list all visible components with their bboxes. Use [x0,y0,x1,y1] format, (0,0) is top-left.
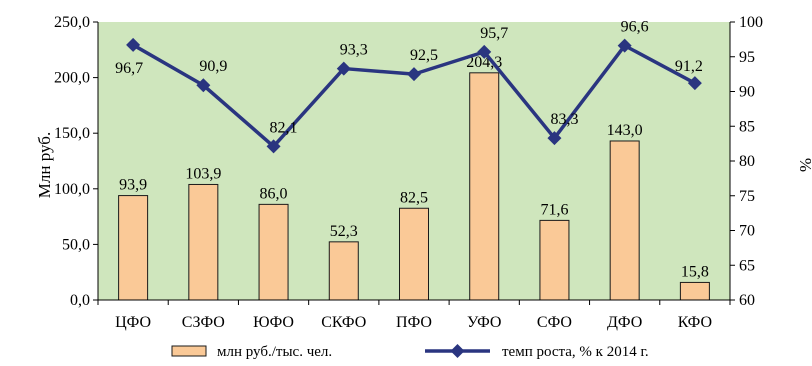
y-tick-label: 150,0 [54,125,90,142]
bar [609,140,640,301]
line-data-label: 96,7 [115,60,143,77]
y-tick-label: 200,0 [54,70,90,87]
x-tick-label: СКФО [321,314,366,331]
bar-data-label: 143,0 [607,122,643,139]
y-axis-title: Млн руб. [35,132,54,198]
bar-series [118,72,710,301]
line-data-label: 82,1 [270,119,298,136]
bar-data-label: 52,3 [330,223,358,240]
bar [328,241,359,301]
x-tick-label: ПФО [396,314,432,331]
x-tick-label: ЦФО [115,314,151,331]
line-marker [617,38,632,53]
bar-data-labels: 93,9 103,9 86,0 52,3 82,5 204,3 71,6 143,0 15,8 [119,54,709,281]
line-data-label: 95,7 [480,25,508,42]
line-data-label: 96,6 [621,19,649,36]
y-tick-label: 250,0 [54,14,90,31]
y2-tick-label: 60 [739,292,755,309]
bar [258,203,289,301]
line-data-label: 93,3 [340,42,368,59]
y2-tick-label: 80 [739,153,755,170]
y2-tick-label: 90 [739,84,755,101]
y2-tick-label: 100 [739,14,763,31]
y-tick-label: 50,0 [62,236,90,253]
y2-tick-label: 65 [739,257,755,274]
bar-data-label: 82,5 [400,189,428,206]
bar [469,72,500,301]
line-series [126,37,702,154]
y2-axis-ticks: 60 65 70 75 80 85 90 95 100 [730,14,763,309]
y-tick-label: 100,0 [54,181,90,198]
y-tick-label: 0,0 [70,292,90,309]
line-marker [196,78,211,93]
x-tick-label: УФО [467,314,502,331]
bar [399,207,429,301]
line-marker [126,37,141,52]
line-data-label: 90,9 [199,58,227,75]
line-data-label: 92,5 [410,47,438,64]
line-marker [407,67,421,82]
x-axis-ticks: ЦФО СЗФО ЮФО СКФО ПФО УФО СФО ДФО КФО [97,300,731,331]
legend-label-bars: млн руб./тыс. чел. [217,344,332,360]
line-marker [547,131,562,146]
line-data-label: 83,3 [550,111,578,128]
line-marker [336,61,351,76]
bar-data-label: 204,3 [466,54,502,71]
x-tick-label: СЗФО [182,314,225,331]
bar [188,183,219,301]
x-tick-label: ДФО [607,314,642,331]
y2-axis-title: % [796,158,812,172]
x-tick-label: СФО [537,314,572,331]
line-marker [266,139,281,154]
legend: млн руб./тыс. чел. темп роста, % к 2014 г… [171,344,649,360]
line-data-label: 91,2 [675,58,703,75]
line-marker [687,76,702,91]
bar [679,281,710,301]
x-tick-label: ЮФО [253,314,294,331]
legend-swatch-marker [450,344,465,358]
y-axis-ticks: 0,0 50,0 100,0 150,0 200,0 250,0 [54,14,98,309]
bar-data-label: 15,8 [681,263,709,280]
legend-swatch-bars [171,345,207,357]
y2-tick-label: 95 [739,49,755,66]
bar-data-label: 71,6 [540,201,568,218]
bar [118,195,149,301]
line-data-labels: 96,7 90,9 82,1 93,3 92,5 95,7 83,3 96,6 91,2 [115,19,703,137]
legend-label-line: темп роста, % к 2014 г. [502,344,649,360]
bar [539,219,570,301]
bar-data-label: 103,9 [185,165,221,182]
x-tick-label: КФО [678,314,712,331]
line-marker [477,44,492,59]
bar-data-label: 93,9 [119,177,147,194]
y2-tick-label: 85 [739,118,755,135]
y2-tick-label: 70 [739,223,755,240]
y2-tick-label: 75 [739,188,755,205]
bar-data-label: 86,0 [260,185,288,202]
